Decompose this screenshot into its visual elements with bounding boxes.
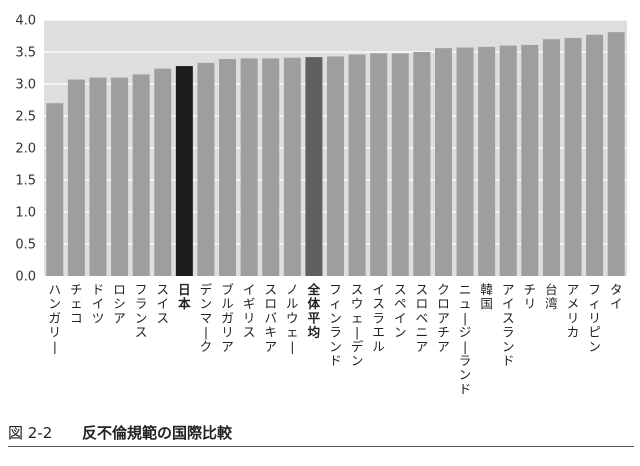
x-tick-label: 全体平均 xyxy=(307,282,321,340)
x-tick-label: イスラエル xyxy=(372,282,385,354)
y-tick-label: 3.5 xyxy=(15,46,36,61)
bar xyxy=(197,62,215,276)
y-tick-label: 1.5 xyxy=(15,174,36,189)
x-tick-label: ブルガリア xyxy=(221,282,234,354)
bar xyxy=(305,57,323,277)
bar xyxy=(348,54,366,277)
bar xyxy=(240,58,258,277)
bar xyxy=(175,66,193,276)
bar xyxy=(434,48,452,276)
x-tick-label: アイスランド xyxy=(502,282,515,368)
bar xyxy=(478,46,496,276)
x-tick-label: フランス xyxy=(135,282,148,340)
x-tick-label: ドイツ xyxy=(92,282,105,325)
figure-number: 図 2-2 xyxy=(8,424,53,442)
bar xyxy=(67,79,85,277)
x-tick-label: タイ xyxy=(610,282,623,311)
y-axis-ticks: 0.0 0.5 1.0 1.5 2.0 2.5 3.0 3.5 4.0 xyxy=(15,14,36,285)
x-tick-label: ハンガリ| xyxy=(49,282,62,354)
y-tick-label: 3.0 xyxy=(15,78,36,93)
x-tick-label: 台湾 xyxy=(545,282,558,311)
y-tick-label: 0.0 xyxy=(15,270,36,285)
x-tick-label: ロシア xyxy=(113,282,126,325)
y-tick-label: 2.5 xyxy=(15,110,36,125)
y-tick-label: 0.5 xyxy=(15,238,36,253)
bar xyxy=(564,37,582,276)
x-axis-labels: ハンガリ| チェコドイツロシアフランススイス日本デンマ|クブルガリアイギリススロバ… xyxy=(49,282,623,396)
x-tick-label: ニュ|ジ|ランド xyxy=(459,282,472,396)
x-tick-label: フィリピン xyxy=(588,282,601,354)
x-tick-label: ノルウェ| xyxy=(286,282,299,354)
bar xyxy=(46,103,64,276)
bar xyxy=(586,34,604,276)
bar xyxy=(370,53,388,276)
figure-caption: 図 2-2 反不倫規範の国際比較 xyxy=(8,418,634,447)
x-tick-label: イギリス xyxy=(243,282,256,340)
x-tick-label: 日本 xyxy=(178,282,191,311)
figure-title: 反不倫規範の国際比較 xyxy=(82,424,233,442)
x-tick-label: アメリカ xyxy=(567,282,580,340)
bar xyxy=(283,57,301,277)
bar xyxy=(413,52,431,276)
bars xyxy=(46,32,625,277)
x-tick-label: スイス xyxy=(157,282,170,325)
bar xyxy=(327,56,344,277)
bar xyxy=(607,32,625,276)
x-tick-label: フィンランド xyxy=(329,282,342,368)
x-tick-label: スロバキア xyxy=(264,282,277,354)
x-tick-label: スペイン xyxy=(394,282,407,340)
bar xyxy=(219,59,237,276)
bar xyxy=(391,53,409,276)
bar xyxy=(542,39,560,277)
bar xyxy=(154,68,172,276)
y-tick-label: 1.0 xyxy=(15,206,36,221)
x-tick-label: チェコ xyxy=(70,282,83,325)
bar xyxy=(521,44,539,277)
bar xyxy=(132,74,150,277)
bar xyxy=(89,77,107,276)
bar-chart: 0.0 0.5 1.0 1.5 2.0 2.5 3.0 3.5 4.0 ハンガリ| チェコドイツロ… xyxy=(15,14,627,396)
y-tick-label: 4.0 xyxy=(15,14,36,29)
x-tick-label: 韓国 xyxy=(480,282,493,311)
bar xyxy=(456,47,474,276)
bar xyxy=(499,45,517,276)
x-tick-label: チリ xyxy=(524,282,537,311)
x-tick-label: スウェ|デン xyxy=(351,282,364,368)
bar xyxy=(111,77,129,276)
x-tick-label: スロベニア xyxy=(416,282,429,354)
x-tick-label: クロアチア xyxy=(437,282,450,354)
y-tick-label: 2.0 xyxy=(15,142,36,157)
bar xyxy=(262,58,280,277)
x-tick-label: デンマ|ク xyxy=(200,282,213,354)
